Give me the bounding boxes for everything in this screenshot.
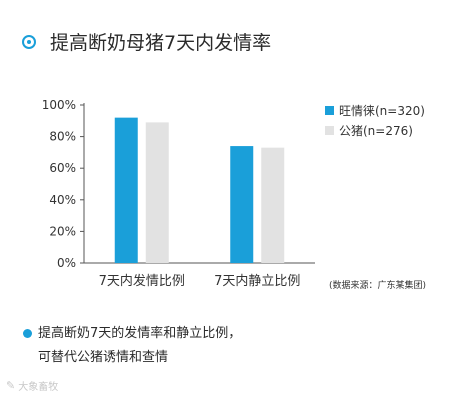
source-note: (数据来源：广东某集团) xyxy=(329,281,427,291)
y-tick-label: 40% xyxy=(49,193,76,207)
chart-title-row: 提高断奶母猪7天内发情率 xyxy=(22,28,271,55)
y-tick-label: 100% xyxy=(42,98,76,112)
x-category-label: 7天内发情比例 xyxy=(99,273,185,289)
note-line-2: 可替代公猪诱情和查情 xyxy=(38,350,169,365)
legend-swatch-series-2 xyxy=(325,125,334,135)
bar-1-2 xyxy=(230,146,254,263)
x-category-label: 7天内静立比例 xyxy=(214,273,300,289)
legend-item-series-2: 公猪(n=276) xyxy=(325,120,425,140)
legend-swatch-series-1 xyxy=(325,105,334,115)
bar-2-2 xyxy=(261,147,285,263)
target-icon xyxy=(22,34,36,49)
legend-label-series-2: 公猪(n=276) xyxy=(339,123,413,138)
y-tick-label: 0% xyxy=(57,256,76,270)
bullet-icon xyxy=(23,329,32,338)
y-tick-label: 80% xyxy=(49,130,76,144)
watermark-text: 大象畜牧 xyxy=(18,382,59,393)
legend-label-series-1: 旺情徕(n=320) xyxy=(339,103,425,118)
y-tick-label: 20% xyxy=(49,224,76,238)
note-block: 提高断奶7天的发情率和静立比例， 可替代公猪诱情和查情 xyxy=(23,322,242,370)
chart-title: 提高断奶母猪7天内发情率 xyxy=(50,32,272,54)
bar-2-1 xyxy=(145,122,169,263)
legend-item-series-1: 旺情徕(n=320) xyxy=(325,100,425,120)
watermark: ✎ 大象畜牧 xyxy=(6,378,58,393)
chart-legend: 旺情徕(n=320) 公猪(n=276) xyxy=(325,100,425,140)
bar-1-1 xyxy=(114,117,138,263)
y-tick-label: 60% xyxy=(49,161,76,175)
note-line-1: 提高断奶7天的发情率和静立比例， xyxy=(38,326,242,341)
elephant-logo-icon: ✎ xyxy=(6,379,16,392)
